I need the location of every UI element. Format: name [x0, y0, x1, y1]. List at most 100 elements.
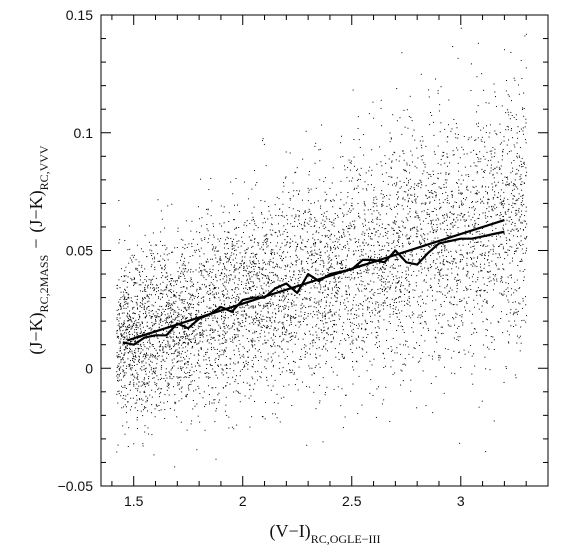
scatter-point [415, 216, 417, 218]
scatter-point [456, 283, 458, 285]
scatter-point [502, 263, 504, 265]
scatter-point [221, 269, 223, 271]
scatter-point [190, 383, 192, 385]
scatter-point [382, 194, 384, 196]
scatter-point [146, 256, 148, 258]
scatter-point [155, 367, 157, 369]
scatter-point [236, 240, 238, 242]
scatter-point [158, 410, 160, 412]
scatter-point [401, 205, 403, 207]
scatter-point [186, 271, 188, 273]
scatter-point [212, 304, 214, 306]
scatter-point [119, 346, 121, 348]
scatter-point [297, 389, 299, 391]
scatter-point [363, 234, 365, 236]
scatter-point [269, 229, 271, 231]
scatter-point [257, 313, 259, 315]
scatter-point [191, 333, 193, 335]
scatter-point [402, 150, 404, 152]
scatter-point [211, 271, 213, 273]
scatter-point [400, 231, 402, 233]
scatter-point [338, 232, 340, 234]
scatter-point [500, 213, 502, 215]
scatter-point [188, 308, 190, 310]
scatter-point [238, 350, 240, 352]
scatter-point [346, 297, 348, 299]
scatter-point [525, 67, 527, 69]
scatter-point [224, 327, 226, 329]
scatter-point [344, 169, 346, 171]
scatter-point [270, 389, 272, 391]
scatter-point [464, 199, 466, 201]
scatter-point [260, 200, 262, 202]
scatter-point [462, 216, 464, 218]
scatter-point [135, 388, 137, 390]
scatter-point [136, 383, 138, 385]
scatter-point [234, 219, 236, 221]
scatter-point [176, 262, 178, 264]
scatter-point [228, 212, 230, 214]
scatter-point [349, 343, 351, 345]
scatter-point [310, 251, 312, 253]
scatter-point [341, 263, 343, 265]
scatter-point [131, 333, 133, 335]
scatter-point [209, 272, 211, 274]
scatter-point [138, 348, 140, 350]
scatter-point [487, 245, 489, 247]
scatter-point [253, 357, 255, 359]
scatter-point [242, 231, 244, 233]
scatter-point [447, 200, 449, 202]
scatter-point [304, 211, 306, 213]
scatter-point [277, 304, 279, 306]
scatter-point [381, 173, 383, 175]
scatter-point [324, 394, 326, 396]
scatter-point [285, 278, 287, 280]
scatter-point [446, 285, 448, 287]
scatter-point [452, 317, 454, 319]
scatter-point [437, 162, 439, 164]
scatter-point [223, 321, 225, 323]
scatter-point [515, 118, 517, 120]
scatter-point [142, 399, 144, 401]
scatter-point [297, 321, 299, 323]
scatter-point [406, 109, 408, 111]
scatter-point [267, 282, 269, 284]
scatter-point [179, 281, 181, 283]
scatter-point [448, 325, 450, 327]
scatter-point [162, 359, 164, 361]
scatter-point [210, 339, 212, 341]
scatter-point [497, 181, 499, 183]
scatter-point [222, 323, 224, 325]
scatter-point [426, 197, 428, 199]
scatter-point [345, 290, 347, 292]
scatter-point [199, 340, 201, 342]
scatter-point [129, 360, 131, 362]
scatter-point [503, 232, 505, 234]
scatter-point [120, 391, 122, 393]
scatter-point [134, 321, 136, 323]
scatter-point [294, 336, 296, 338]
scatter-point [268, 285, 270, 287]
scatter-point [224, 286, 226, 288]
scatter-point [190, 230, 192, 232]
scatter-point [490, 167, 492, 169]
scatter-point [480, 266, 482, 268]
scatter-point [351, 277, 353, 279]
scatter-point [270, 252, 272, 254]
scatter-point [132, 374, 134, 376]
scatter-point [254, 318, 256, 320]
scatter-point [294, 317, 296, 319]
scatter-point [301, 242, 303, 244]
scatter-point [411, 228, 413, 230]
scatter-point [135, 301, 137, 303]
scatter-point [517, 126, 519, 128]
scatter-point [199, 232, 201, 234]
scatter-point [366, 270, 368, 272]
scatter-point [219, 275, 221, 277]
scatter-point [144, 383, 146, 385]
scatter-point [395, 216, 397, 218]
scatter-point [308, 223, 310, 225]
scatter-point [409, 95, 411, 97]
scatter-point [136, 377, 138, 379]
scatter-point [124, 326, 126, 328]
